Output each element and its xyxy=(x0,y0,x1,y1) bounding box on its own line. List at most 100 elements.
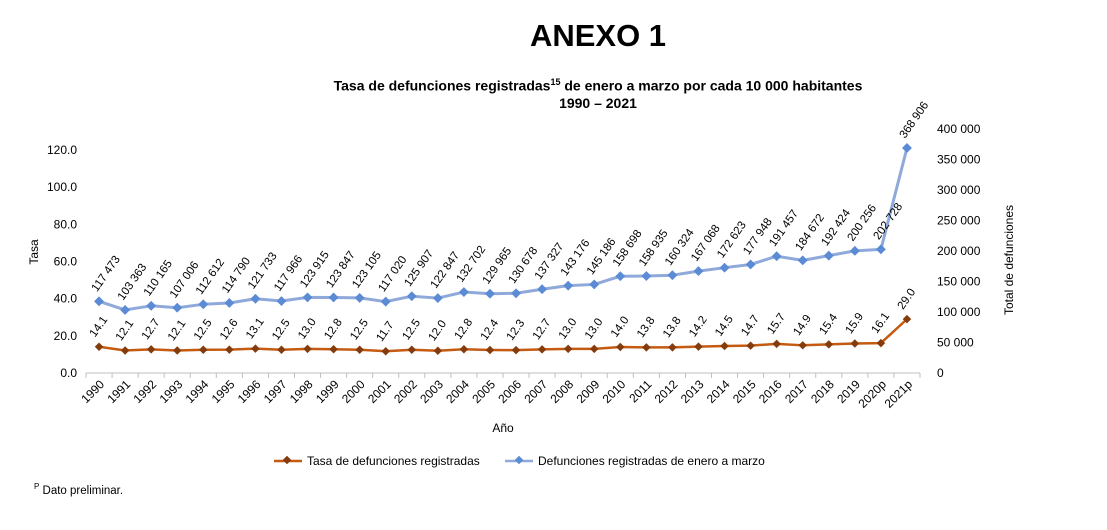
point-rate xyxy=(511,345,521,355)
chart-title-rest: de enero a marzo por cada 10 000 habitan… xyxy=(560,77,863,94)
series-line-deaths xyxy=(98,147,909,312)
data-label-rate: 13.1 xyxy=(244,316,267,341)
chart-title-footnote-ref: 15 xyxy=(550,77,561,87)
x-axis-tick-label: 2008 xyxy=(547,377,576,406)
right-axis-tick-label: 300 000 xyxy=(937,183,981,197)
point-rate xyxy=(642,343,651,352)
point-deaths xyxy=(902,143,912,153)
data-label-deaths: 202 728 xyxy=(872,201,906,242)
right-axis-ticks: 0 50 000 100 000 150 000 200 000 250 000 300 0… xyxy=(937,122,981,380)
data-label-rate: 15.7 xyxy=(765,311,788,336)
data-label-rate: 12.7 xyxy=(531,317,554,342)
point-rate xyxy=(902,314,912,324)
x-axis-tick-label: 2005 xyxy=(469,377,498,406)
x-axis-tick-label: 2003 xyxy=(417,377,446,406)
left-axis-tick-label: 120.0 xyxy=(47,143,77,157)
point-rate xyxy=(407,345,417,355)
data-label-rate: 14.0 xyxy=(609,314,632,339)
legend-label-rate: Tasa de defunciones registradas xyxy=(307,454,480,468)
data-label-deaths: 167 068 xyxy=(689,223,723,264)
point-deaths xyxy=(380,296,391,307)
point-deaths xyxy=(354,292,365,303)
data-label-rate: 12.0 xyxy=(426,318,449,343)
left-axis-tick-label: 20.0 xyxy=(54,329,78,343)
data-label-deaths: 117 473 xyxy=(90,254,123,294)
data-label-rate: 11.7 xyxy=(374,319,396,344)
point-deaths xyxy=(667,270,678,281)
point-rate xyxy=(746,341,755,350)
data-label-rate: 12.3 xyxy=(505,318,528,343)
point-deaths xyxy=(797,255,808,266)
point-deaths xyxy=(432,293,443,304)
data-label-deaths: 114 790 xyxy=(220,255,253,295)
legend-item-deaths: Defunciones registradas de enero a marzo xyxy=(505,454,765,468)
point-deaths xyxy=(745,259,756,270)
x-axis-tick-label: 1990 xyxy=(78,377,107,406)
x-axis-tick-label: 1999 xyxy=(313,377,342,406)
x-axis-tick-label: 2015 xyxy=(730,377,759,406)
point-rate xyxy=(120,346,130,355)
x-axis-tick-label: 1993 xyxy=(157,377,186,406)
right-axis-tick-label: 50 000 xyxy=(937,336,974,350)
point-rate xyxy=(433,346,443,355)
point-rate xyxy=(694,342,703,351)
x-axis-tick-label: 1991 xyxy=(104,377,133,406)
data-label-deaths: 368 906 xyxy=(898,100,932,141)
data-label-rate: 16.1 xyxy=(870,311,893,336)
axes xyxy=(85,372,921,378)
data-label-rate: 13.0 xyxy=(296,316,319,341)
left-axis-tick-label: 80.0 xyxy=(54,217,78,231)
point-rate xyxy=(355,345,364,355)
x-axis-tick-label: 1994 xyxy=(183,377,212,406)
x-axis-ticks: 1990199119921993199419951996199719981999… xyxy=(78,377,915,411)
point-rate xyxy=(563,344,573,354)
point-rate xyxy=(225,345,234,354)
x-axis-tick-label: 2000 xyxy=(339,377,368,406)
series-line-rate xyxy=(98,318,908,353)
point-deaths xyxy=(719,262,730,273)
point-rate xyxy=(277,345,286,355)
footnote-marker: P xyxy=(34,482,40,491)
point-rate xyxy=(303,344,312,354)
point-deaths xyxy=(328,292,339,303)
left-axis-tick-label: 0.0 xyxy=(60,366,77,380)
point-deaths xyxy=(823,250,834,261)
x-axis-tick-label: 2017 xyxy=(782,377,811,406)
right-axis-tick-label: 250 000 xyxy=(937,214,981,228)
point-deaths xyxy=(120,304,131,315)
point-deaths xyxy=(276,296,287,306)
x-axis-tick-label: 2016 xyxy=(756,377,785,406)
legend: Tasa de defunciones registradas Defuncio… xyxy=(274,454,765,468)
point-rate xyxy=(589,344,599,354)
x-axis-tick-label: 2012 xyxy=(652,377,681,406)
data-label-rate: 12.1 xyxy=(114,318,137,343)
x-axis-tick-label: 1996 xyxy=(235,377,264,406)
x-axis-tick-label: 1997 xyxy=(261,377,290,406)
point-deaths xyxy=(224,298,235,308)
annex-title: ANEXO 1 xyxy=(529,18,667,53)
x-axis-tick-label: 2010 xyxy=(600,377,629,406)
point-deaths xyxy=(485,288,495,299)
point-rate xyxy=(720,341,729,351)
data-label-deaths: 103 363 xyxy=(116,262,150,303)
data-label-rate: 14.7 xyxy=(739,313,762,338)
point-deaths xyxy=(537,284,548,295)
x-axis-tick-label: 2018 xyxy=(808,377,837,406)
point-deaths xyxy=(198,299,209,310)
x-axis-tick-label: 1995 xyxy=(209,377,238,406)
point-rate xyxy=(798,341,807,350)
data-label-rate: 12.6 xyxy=(218,317,241,342)
point-rate xyxy=(172,346,182,355)
data-label-rate: 13.8 xyxy=(635,315,658,340)
data-label-rate: 12.1 xyxy=(166,318,189,343)
point-deaths xyxy=(511,288,521,299)
point-deaths xyxy=(771,251,782,262)
x-axis-title: Año xyxy=(492,421,514,435)
x-axis-tick-label: 2020p xyxy=(856,377,890,411)
point-rate xyxy=(146,345,156,354)
x-axis-tick-label: 2009 xyxy=(574,377,603,406)
point-deaths xyxy=(458,287,469,298)
x-axis-tick-label: 2007 xyxy=(521,377,550,406)
